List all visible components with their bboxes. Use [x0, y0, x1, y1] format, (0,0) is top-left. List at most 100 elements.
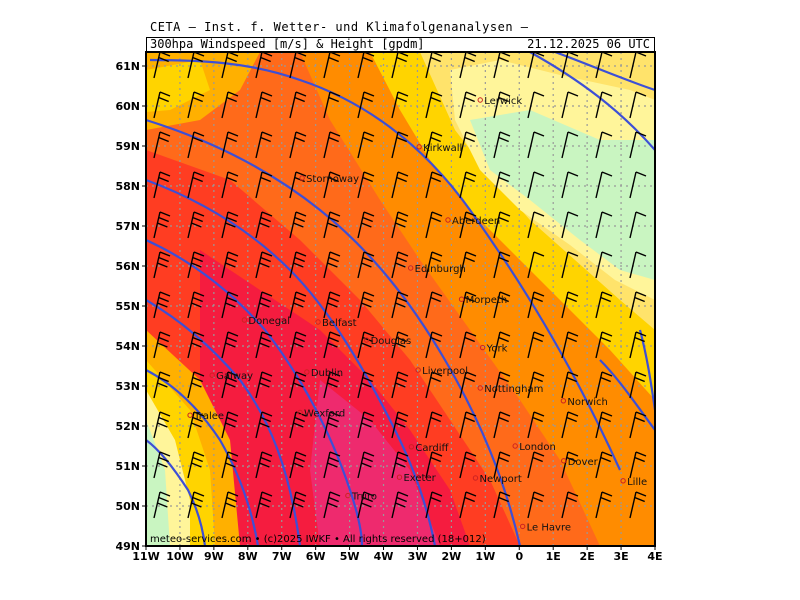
wind-barb [391, 131, 409, 159]
lon-tick-label: 2E [580, 550, 595, 563]
wind-barb [459, 211, 477, 239]
wind-barb [629, 411, 647, 439]
wind-barb [357, 291, 375, 319]
city-label: Truro [351, 492, 377, 503]
wind-barb [221, 211, 239, 239]
wind-barb [153, 491, 171, 519]
wind-barb [561, 331, 579, 359]
city-marker [512, 443, 518, 449]
city-label: Donegal [248, 316, 290, 327]
field-description: 300hpa Windspeed [m/s] & Height [gpdm] [150, 37, 425, 51]
city-label: Wexford [304, 408, 345, 419]
city-marker [620, 478, 626, 484]
wind-barb [391, 251, 409, 279]
wind-barb [629, 131, 647, 159]
wind-barb [595, 491, 613, 519]
wind-barb [255, 251, 273, 279]
wind-barb [425, 451, 443, 479]
wind-barb [289, 211, 307, 239]
city-label: Dublin [311, 368, 343, 379]
wind-barb [527, 411, 545, 439]
lat-tick-label: 52N [115, 420, 140, 433]
lon-tick-label: 8W [238, 550, 258, 563]
wind-barb [289, 291, 307, 319]
wind-barb [459, 331, 477, 359]
wind-barb [357, 211, 375, 239]
wind-barb [595, 291, 613, 319]
wind-barb [221, 371, 239, 399]
wind-barb [221, 91, 239, 119]
city-marker [560, 398, 567, 404]
wind-barb [595, 411, 613, 439]
wind-barb [357, 451, 375, 479]
city-marker [209, 372, 215, 378]
wind-barb [561, 171, 579, 199]
wind-barb [255, 491, 273, 519]
lon-tick-label: 6W [306, 550, 326, 563]
wind-barb [153, 171, 171, 199]
city-label: Dover [568, 457, 599, 468]
wind-barb [289, 91, 307, 119]
city-marker [479, 344, 486, 351]
wind-barb [391, 331, 409, 359]
wind-barb [527, 371, 545, 399]
wind-barb [527, 211, 545, 239]
height-contour-line [149, 58, 622, 471]
height-contour-line [146, 178, 437, 546]
wind-barb [629, 491, 647, 519]
lon-tick-label: 5W [340, 550, 360, 563]
city-marker [345, 492, 351, 499]
city-marker [408, 444, 415, 450]
wind-barb [629, 371, 647, 399]
wind-barb [187, 491, 205, 519]
wind-barb [459, 371, 477, 399]
wind-barb [221, 291, 239, 319]
wind-barb [391, 371, 409, 399]
wind-barb [153, 211, 171, 239]
wind-barb [493, 131, 511, 159]
wind-barb [425, 491, 443, 519]
wind-barb [527, 251, 545, 279]
height-contour-line [146, 369, 260, 546]
wind-barb [323, 491, 341, 519]
wind-barb [255, 411, 273, 439]
city-marker [187, 412, 193, 418]
wind-barb [561, 251, 579, 279]
wind-barb [459, 91, 477, 119]
wind-barb [187, 451, 205, 479]
wind-barb [357, 491, 375, 519]
wind-barb [595, 91, 613, 119]
lon-tick-label: 4W [374, 550, 394, 563]
wind-barb [323, 211, 341, 239]
city-marker [472, 475, 479, 481]
wind-barb [459, 451, 477, 479]
lat-tick-label: 49N [115, 540, 140, 553]
lat-tick-label: 59N [115, 140, 140, 153]
wind-barb [595, 331, 613, 359]
wind-barb [629, 251, 647, 279]
wind-barb [255, 131, 273, 159]
city-marker [297, 409, 303, 416]
city-marker [407, 265, 414, 271]
chart-header-title: CETA – Inst. f. Wetter- und Klimafolgena… [150, 20, 529, 34]
height-contour-line [146, 439, 207, 546]
field-info-bar: 300hpa Windspeed [m/s] & Height [gpdm] 2… [146, 37, 655, 52]
wind-barb [561, 491, 579, 519]
wind-barb [425, 331, 443, 359]
wind-barb [493, 211, 511, 239]
wind-barb [255, 291, 273, 319]
lat-tick-label: 55N [115, 300, 140, 313]
wind-barb [255, 211, 273, 239]
city-marker [415, 367, 421, 373]
height-contour-line [554, 52, 655, 92]
map-frame [145, 51, 656, 547]
city-label: London [519, 442, 556, 453]
wind-barb [391, 171, 409, 199]
city-label: Liverpool [422, 366, 468, 377]
city-marker [299, 175, 305, 181]
wind-barb [527, 451, 545, 479]
wind-barb [221, 331, 239, 359]
city-marker [477, 97, 483, 103]
wind-barb [561, 211, 579, 239]
